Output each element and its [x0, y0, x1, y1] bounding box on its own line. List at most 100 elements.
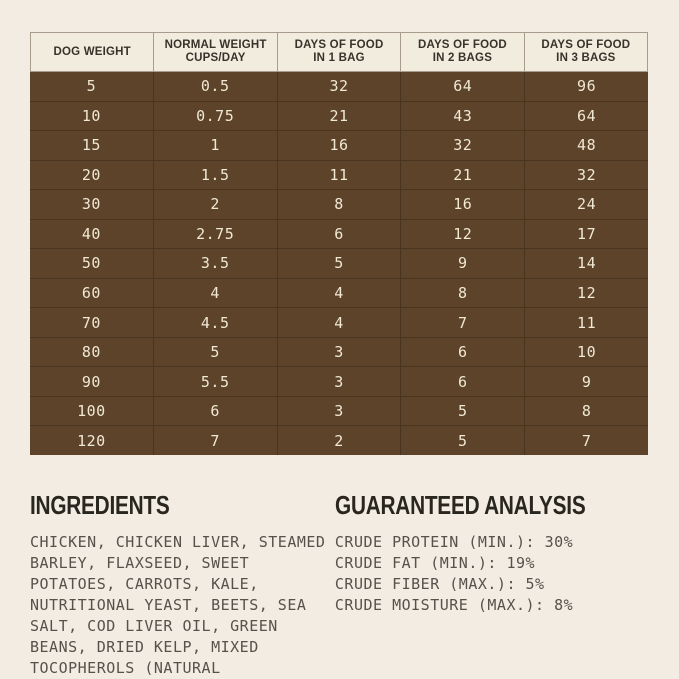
table-cell: 8	[278, 190, 402, 219]
table-cell: 5	[401, 426, 526, 455]
table-cell: 16	[401, 190, 526, 219]
column-header-days-1-bag: DAYS OF FOOD IN 1 BAG	[278, 33, 402, 71]
table-cell: 5	[30, 72, 154, 101]
column-header-dog-weight: DOG WEIGHT	[31, 33, 155, 71]
column-header-label: IN 3 BAGS	[556, 52, 616, 64]
table-cell: 3	[278, 367, 402, 396]
table-cell: 3	[278, 337, 402, 367]
table-row: 30 2 8 16 24	[30, 190, 648, 220]
column-header-label: DOG WEIGHT	[53, 45, 131, 58]
table-cell: 5.5	[154, 367, 278, 396]
guaranteed-analysis-lines: CRUDE PROTEIN (MIN.): 30% CRUDE FAT (MIN.…	[335, 532, 648, 616]
table-cell: 90	[30, 367, 154, 396]
table-cell: 8	[401, 278, 526, 308]
table-cell: 7	[154, 426, 278, 455]
guaranteed-analysis-section: GUARANTEED ANALYSIS CRUDE PROTEIN (MIN.)…	[335, 492, 648, 679]
table-cell: 2.75	[154, 219, 278, 249]
table-cell: 64	[577, 106, 597, 125]
table-row: 90 5.5 3 6 9	[30, 367, 648, 397]
table-cell: 48	[577, 136, 597, 155]
table-cell: 0.75	[154, 101, 278, 131]
table-cell: 6	[154, 396, 278, 426]
guaranteed-analysis-title: GUARANTEED ANALYSIS	[334, 490, 586, 520]
column-header-cups-per-day: NORMAL WEIGHT CUPS/DAY	[154, 33, 278, 71]
table-cell: 7	[581, 431, 592, 450]
table-cell: 100	[30, 396, 154, 426]
table-row: 20 1.5 11 21 32	[30, 160, 648, 191]
table-row: 120 7 2 5 7	[30, 426, 648, 455]
table-cell: 2	[154, 190, 278, 219]
table-cell: 21	[278, 101, 402, 131]
table-cell: 32	[577, 165, 597, 184]
table-cell: 15	[30, 131, 154, 160]
column-header-days-2-bags: DAYS OF FOOD IN 2 BAGS	[401, 33, 525, 71]
table-cell: 20	[30, 160, 154, 190]
table-cell: 32	[401, 131, 526, 160]
table-cell: 0.5	[154, 72, 278, 101]
table-cell: 80	[30, 337, 154, 367]
table-cell: 96	[577, 77, 597, 96]
table-cell: 7	[401, 308, 526, 337]
column-header-label: NORMAL WEIGHT	[164, 39, 267, 51]
table-row: 5 0.5 32 64 96	[30, 72, 648, 102]
table-cell: 11	[278, 160, 402, 190]
table-cell: 6	[401, 337, 526, 367]
table-cell: 16	[278, 131, 402, 160]
analysis-line: CRUDE FIBER (MAX.): 5%	[334, 575, 545, 593]
table-row: 60 4 4 8 12	[30, 278, 648, 309]
table-cell: 5	[278, 249, 402, 278]
table-row: 15 1 16 32 48	[30, 131, 648, 161]
table-cell: 12	[401, 219, 526, 249]
table-row: 10 0.75 21 43 64	[30, 101, 648, 132]
table-header-row: DOG WEIGHT NORMAL WEIGHT CUPS/DAY DAYS OF…	[30, 32, 648, 72]
ingredients-section: INGREDIENTS CHICKEN, CHICKEN LIVER, STEA…	[30, 492, 335, 679]
column-header-label: DAYS OF FOOD	[541, 39, 631, 51]
table-cell: 11	[577, 313, 597, 332]
table-cell: 50	[30, 249, 154, 278]
table-cell: 9	[401, 249, 526, 278]
table-cell: 8	[581, 402, 592, 421]
table-cell: 43	[401, 101, 526, 131]
table-cell: 9	[581, 372, 592, 391]
table-cell: 4	[154, 278, 278, 308]
table-cell: 10	[30, 101, 154, 131]
analysis-line: CRUDE MOISTURE (MAX.): 8%	[334, 596, 574, 614]
table-cell: 40	[30, 219, 154, 249]
table-row: 50 3.5 5 9 14	[30, 249, 648, 279]
column-header-label: CUPS/DAY	[185, 52, 246, 64]
table-cell: 14	[577, 254, 597, 273]
table-row: 70 4.5 4 7 11	[30, 308, 648, 338]
table-cell: 4.5	[154, 308, 278, 337]
table-cell: 120	[30, 426, 154, 455]
table-cell: 1.5	[154, 160, 278, 190]
table-cell: 2	[278, 426, 402, 455]
label-info-section: INGREDIENTS CHICKEN, CHICKEN LIVER, STEA…	[30, 492, 648, 679]
table-row: 80 5 3 6 10	[30, 337, 648, 368]
analysis-line: CRUDE PROTEIN (MIN.): 30%	[334, 533, 574, 551]
ingredients-text: CHICKEN, CHICKEN LIVER, STEAMED BARLEY, …	[30, 533, 326, 677]
table-cell: 6	[401, 367, 526, 396]
table-cell: 4	[278, 308, 402, 337]
table-cell: 1	[154, 131, 278, 160]
table-cell: 4	[278, 278, 402, 308]
table-cell: 3.5	[154, 249, 278, 278]
table-cell: 24	[577, 195, 597, 214]
table-cell: 12	[577, 283, 597, 302]
table-cell: 5	[154, 337, 278, 367]
table-cell: 60	[30, 278, 154, 308]
table-cell: 17	[577, 224, 597, 243]
table-cell: 32	[278, 72, 402, 101]
table-cell: 64	[401, 72, 526, 101]
feeding-table: DOG WEIGHT NORMAL WEIGHT CUPS/DAY DAYS OF…	[30, 32, 648, 455]
column-header-days-3-bags: DAYS OF FOOD IN 3 BAGS	[525, 33, 647, 71]
table-row: 40 2.75 6 12 17	[30, 219, 648, 250]
column-header-label: DAYS OF FOOD	[294, 39, 384, 51]
table-cell: 70	[30, 308, 154, 337]
table-cell: 5	[401, 396, 526, 426]
table-cell: 21	[401, 160, 526, 190]
ingredients-title: INGREDIENTS	[30, 490, 170, 520]
column-header-label: DAYS OF FOOD	[417, 39, 507, 51]
table-cell: 6	[278, 219, 402, 249]
column-header-label: IN 1 BAG	[313, 52, 365, 64]
